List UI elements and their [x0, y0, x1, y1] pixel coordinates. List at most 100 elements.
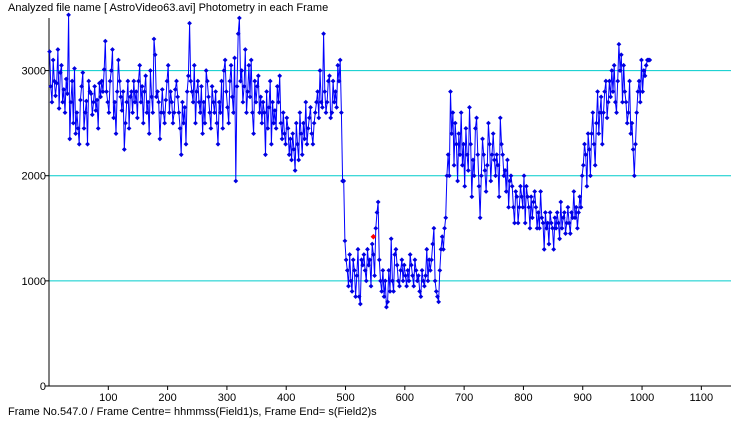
data-point — [125, 78, 131, 84]
data-point — [374, 210, 380, 215]
y-tick-label-1000: 1000 — [22, 276, 46, 288]
data-point — [546, 241, 552, 247]
data-point — [259, 120, 265, 126]
data-point — [615, 78, 621, 84]
data-point — [556, 220, 561, 226]
data-point — [514, 194, 520, 200]
data-point — [153, 94, 159, 100]
data-point — [127, 94, 133, 100]
data-point — [516, 204, 522, 210]
data-point — [531, 199, 536, 205]
data-point — [576, 210, 581, 215]
data-point — [63, 76, 69, 82]
data-point — [74, 110, 80, 116]
data-point — [265, 126, 271, 131]
data-point — [557, 236, 563, 242]
data-point — [617, 68, 623, 73]
data-point — [258, 94, 264, 100]
data-point — [506, 204, 512, 210]
data-point — [68, 99, 74, 105]
y-tick-label-3000: 3000 — [22, 66, 46, 78]
data-point — [342, 238, 348, 244]
data-point — [489, 152, 495, 158]
data-point — [111, 115, 117, 121]
data-point — [499, 141, 504, 147]
data-point — [481, 152, 487, 158]
data-point — [465, 168, 471, 173]
data-point — [554, 210, 560, 215]
data-point — [449, 131, 455, 137]
data-point — [115, 57, 121, 63]
data-point — [101, 67, 107, 72]
data-point — [260, 99, 266, 105]
data-point — [304, 141, 310, 147]
y-tick-label-2000: 2000 — [22, 171, 46, 183]
data-point — [316, 115, 322, 121]
data-point — [627, 78, 632, 84]
data-point — [602, 89, 608, 94]
data-point — [208, 126, 214, 131]
data-point — [553, 225, 559, 231]
data-point — [379, 288, 385, 294]
data-point — [330, 78, 336, 84]
data-point — [285, 126, 291, 131]
data-point — [433, 288, 439, 294]
data-point — [471, 173, 477, 179]
data-point — [610, 89, 616, 94]
x-tick-label-500: 500 — [336, 392, 354, 404]
data-point — [310, 141, 316, 147]
data-point — [250, 110, 255, 116]
data-point — [296, 157, 302, 163]
data-point — [284, 115, 290, 121]
data-point — [148, 68, 153, 73]
data-point — [616, 41, 622, 47]
data-point — [168, 89, 173, 94]
data-point — [201, 99, 207, 105]
data-point — [352, 267, 357, 273]
x-tick-label-800: 800 — [514, 392, 532, 404]
data-point — [470, 157, 476, 163]
data-point — [325, 78, 331, 84]
data-point — [138, 99, 144, 105]
data-point — [100, 89, 106, 94]
data-point — [59, 62, 64, 68]
data-point — [494, 152, 500, 158]
data-point — [131, 78, 137, 84]
data-point — [110, 47, 115, 52]
data-point — [328, 115, 334, 121]
data-point — [614, 110, 619, 116]
data-point — [497, 115, 503, 121]
data-point — [381, 294, 387, 300]
data-point — [149, 94, 154, 100]
data-point — [611, 62, 617, 68]
data-point — [507, 178, 513, 184]
data-point — [253, 99, 259, 105]
data-point — [631, 173, 637, 179]
data-point — [108, 68, 114, 73]
data-point — [221, 68, 227, 73]
data-point — [162, 120, 168, 126]
data-point — [398, 267, 404, 273]
data-point — [544, 225, 549, 231]
data-point — [229, 94, 235, 100]
data-point — [308, 104, 313, 110]
data-point — [446, 173, 452, 179]
data-point — [235, 31, 241, 37]
x-tick-label-200: 200 — [158, 392, 176, 404]
data-point — [521, 173, 527, 179]
data-point — [604, 115, 610, 121]
data-point — [525, 194, 530, 200]
data-point — [181, 120, 187, 126]
data-point — [362, 267, 368, 273]
data-point — [215, 141, 221, 147]
data-point — [64, 91, 70, 97]
data-point — [176, 110, 182, 116]
data-point — [486, 120, 491, 126]
data-point — [624, 120, 630, 126]
data-point — [353, 294, 359, 300]
series-points — [47, 12, 653, 310]
data-point — [637, 99, 643, 105]
data-point — [134, 115, 140, 121]
data-point — [341, 178, 347, 184]
data-point — [187, 20, 192, 26]
